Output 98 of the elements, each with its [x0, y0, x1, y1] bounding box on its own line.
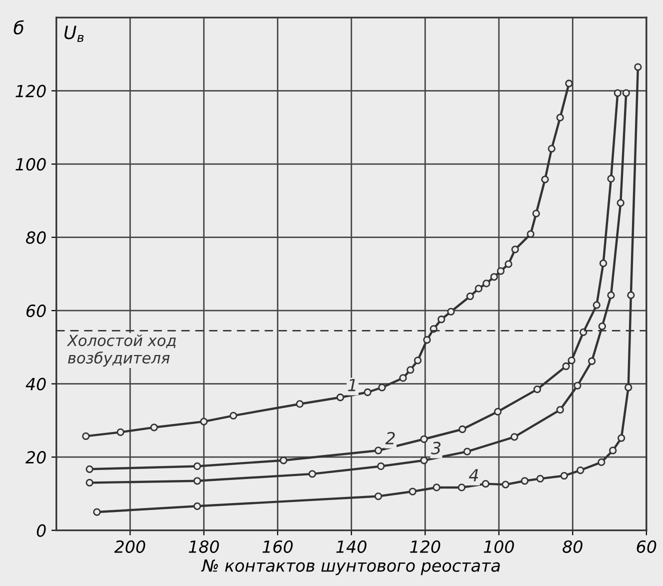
- point: [200, 418, 208, 426]
- x-tick-label: 140: [336, 540, 366, 553]
- x-tick-label: 80: [562, 540, 582, 553]
- point: [93, 508, 101, 516]
- point: [364, 388, 372, 396]
- x-tick-label: 100: [484, 540, 514, 553]
- series-label: 2: [385, 432, 395, 444]
- point: [116, 428, 124, 436]
- point: [193, 477, 202, 485]
- point: [414, 356, 422, 364]
- point: [576, 466, 584, 474]
- series-label: 1: [348, 378, 356, 392]
- point: [308, 470, 316, 478]
- point: [580, 328, 588, 336]
- x-tick-label: 200: [114, 540, 146, 553]
- point: [607, 291, 615, 300]
- point: [86, 465, 94, 473]
- point: [520, 477, 529, 485]
- point: [532, 210, 540, 218]
- point: [420, 456, 428, 464]
- x-tick-label: 120: [410, 540, 440, 553]
- point: [423, 336, 431, 344]
- text: б: [14, 20, 24, 34]
- y-axis-title: U$_{в}$: [64, 26, 84, 42]
- point: [420, 435, 428, 443]
- y-tick-label: 100: [16, 158, 46, 171]
- point: [496, 267, 505, 275]
- point: [374, 492, 382, 500]
- point: [502, 480, 510, 488]
- point: [618, 434, 626, 442]
- point: [592, 301, 600, 309]
- point: [609, 446, 617, 454]
- point: [624, 384, 632, 392]
- ref-line-label: Холостой ход возбудителя: [66, 334, 176, 367]
- point: [560, 472, 568, 480]
- x-axis-title: № контактов шунтового реостата: [201, 559, 500, 576]
- y-tick-label: 40: [26, 378, 46, 390]
- point: [568, 356, 576, 364]
- point: [399, 374, 407, 382]
- point: [526, 230, 534, 238]
- point: [193, 462, 202, 470]
- point: [378, 384, 386, 392]
- point: [533, 386, 542, 394]
- y-tick-label: 60: [26, 304, 46, 318]
- point: [482, 280, 490, 288]
- point: [374, 446, 382, 454]
- point: [193, 502, 202, 510]
- point: [377, 462, 385, 470]
- point: [490, 273, 498, 281]
- point: [432, 484, 440, 492]
- point: [86, 478, 94, 487]
- point: [556, 406, 564, 414]
- point: [548, 144, 556, 153]
- point: [627, 291, 635, 300]
- point: [280, 456, 288, 464]
- point: [466, 292, 474, 300]
- point: [556, 114, 564, 122]
- point: [634, 63, 642, 71]
- x-tick-label: 160: [262, 540, 293, 553]
- point: [562, 362, 570, 370]
- point: [336, 394, 344, 402]
- point: [599, 260, 608, 268]
- point: [614, 89, 622, 97]
- x-tick-label: 180: [188, 540, 219, 553]
- point: [447, 308, 455, 316]
- series-label: 4: [468, 469, 478, 482]
- point: [511, 246, 519, 254]
- point: [622, 89, 630, 97]
- point: [230, 412, 238, 420]
- point: [598, 458, 606, 466]
- y-tick-label: 120: [16, 84, 46, 98]
- point: [438, 316, 446, 324]
- point: [458, 425, 466, 434]
- point: [607, 174, 615, 183]
- point: [616, 199, 624, 207]
- point: [588, 357, 596, 365]
- point: [406, 366, 414, 374]
- y-tick-label: 0: [36, 524, 46, 537]
- point: [482, 480, 490, 488]
- point: [463, 448, 472, 456]
- series-label: 3: [431, 442, 441, 454]
- y-tick-label: 20: [25, 451, 46, 464]
- point: [458, 484, 466, 492]
- y-tick-label: 80: [26, 231, 46, 244]
- x-tick-label: 60: [636, 540, 656, 553]
- point: [408, 488, 416, 496]
- point: [598, 322, 606, 330]
- point: [494, 408, 502, 416]
- point: [296, 400, 304, 408]
- point: [474, 284, 482, 292]
- point: [82, 432, 90, 440]
- point: [574, 382, 582, 390]
- point: [565, 80, 573, 88]
- point: [536, 474, 544, 483]
- point: [504, 260, 512, 268]
- point: [510, 433, 518, 441]
- point: [541, 176, 549, 184]
- point: [150, 424, 158, 432]
